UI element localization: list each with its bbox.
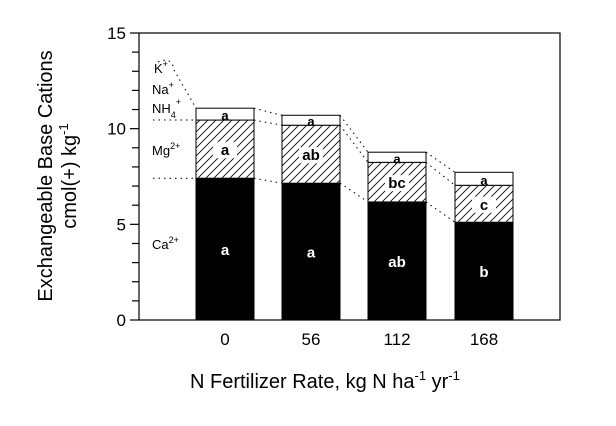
legend-label-mg: Mg2+: [152, 141, 180, 158]
bar-segment: [367, 151, 427, 163]
bar-segment: [454, 171, 514, 186]
bar-segment: [281, 182, 341, 321]
connector-line: [425, 151, 456, 173]
connector-line: [253, 107, 283, 116]
significance-letter: ab: [388, 254, 406, 271]
y-tick-label: 15: [107, 24, 126, 43]
legend-label-k: K+: [154, 59, 168, 76]
connector-line: [339, 182, 369, 203]
connector-line: [425, 161, 456, 186]
significance-letter: bc: [388, 175, 406, 192]
bar-segment: [195, 177, 255, 321]
y-axis-title-line1: Exchangeable Base Cations: [35, 50, 57, 301]
significance-letter: a: [221, 142, 230, 159]
significance-letter: a: [480, 173, 488, 188]
significance-letter: a: [221, 242, 230, 259]
connector-line: [253, 177, 283, 184]
y-tick-label: 5: [117, 215, 126, 234]
y-axis-title-line2: cmol(+) kg-1: [56, 123, 81, 228]
significance-letter: b: [479, 264, 488, 281]
letter-background: [385, 175, 409, 192]
bar-segment: [195, 107, 255, 121]
letter-background: [299, 147, 323, 164]
legend-label-na: Na+: [152, 80, 174, 97]
bar-segment: [454, 221, 514, 321]
connector-line: [425, 201, 456, 223]
y-tick-label: 0: [117, 311, 126, 330]
legend-label-ca: Ca2+: [152, 235, 179, 252]
x-tick-label: 0: [220, 330, 229, 349]
connector-line: [253, 119, 283, 126]
bar-segment: [281, 114, 341, 126]
significance-letter: a: [393, 151, 401, 166]
significance-letter: ab: [302, 147, 320, 164]
significance-letter: c: [480, 197, 488, 214]
connector-line: [339, 114, 369, 153]
letter-background: [472, 196, 496, 213]
x-tick-label: 168: [470, 330, 498, 349]
y-tick-label: 10: [107, 120, 126, 139]
x-tick-label: 112: [383, 330, 410, 349]
plot-frame: [138, 32, 561, 321]
bar-segment: [367, 201, 427, 321]
letter-background: [213, 142, 237, 159]
x-axis-title: N Fertilizer Rate, kg N ha-1 yr-1: [190, 368, 460, 393]
significance-letter: a: [307, 114, 315, 129]
significance-letter: a: [307, 245, 316, 262]
connector-line: [339, 124, 369, 163]
connector-curve: [157, 59, 197, 109]
significance-letter: a: [221, 108, 229, 123]
x-tick-label: 56: [302, 330, 321, 349]
legend-label-nh4: NH4+: [152, 97, 181, 120]
